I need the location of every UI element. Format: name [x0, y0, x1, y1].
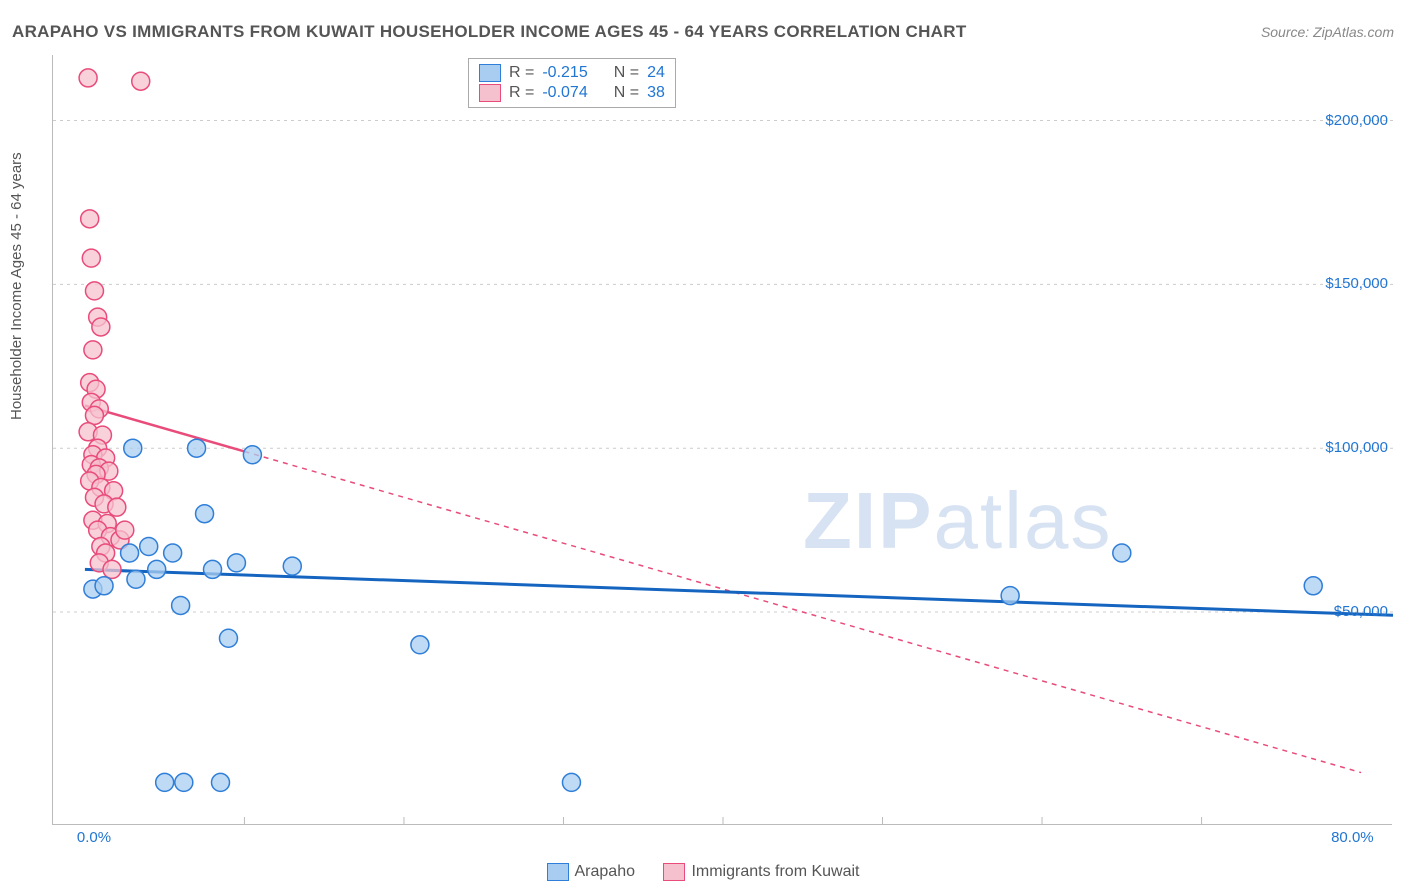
corr-row-kuwait: R = -0.074 N = 38 — [479, 83, 665, 103]
r-label-2: R = — [509, 84, 534, 102]
legend-item-kuwait: Immigrants from Kuwait — [663, 863, 859, 881]
legend-label-arapaho: Arapaho — [575, 863, 636, 881]
x-tick-label: 80.0% — [1331, 829, 1374, 846]
corr-row-arapaho: R = -0.215 N = 24 — [479, 63, 665, 83]
r-label: R = — [509, 64, 534, 82]
r-value-kuwait: -0.074 — [542, 84, 587, 102]
chart-header: ARAPAHO VS IMMIGRANTS FROM KUWAIT HOUSEH… — [12, 22, 1394, 42]
n-value-kuwait: 38 — [647, 84, 665, 102]
chart-title: ARAPAHO VS IMMIGRANTS FROM KUWAIT HOUSEH… — [12, 22, 967, 42]
legend-label-kuwait: Immigrants from Kuwait — [691, 863, 859, 881]
swatch-arapaho — [479, 64, 501, 82]
x-tick-label: 0.0% — [77, 829, 111, 846]
r-value-arapaho: -0.215 — [542, 64, 587, 82]
source-label: Source: — [1261, 24, 1313, 40]
y-tick-label: $50,000 — [1334, 603, 1388, 620]
n-label-2: N = — [614, 84, 639, 102]
n-label: N = — [614, 64, 639, 82]
y-tick-label: $100,000 — [1325, 439, 1388, 456]
chart-plot-area: ZIPatlas $50,000$100,000$150,000$200,000… — [52, 55, 1392, 825]
y-tick-label: $200,000 — [1325, 112, 1388, 129]
y-axis-label: Householder Income Ages 45 - 64 years — [8, 152, 25, 420]
source-name: ZipAtlas.com — [1313, 24, 1394, 40]
legend-swatch-kuwait — [663, 863, 685, 881]
chart-source: Source: ZipAtlas.com — [1261, 24, 1394, 40]
scatter-plot-svg — [53, 55, 1393, 825]
y-tick-label: $150,000 — [1325, 275, 1388, 292]
legend-item-arapaho: Arapaho — [547, 863, 636, 881]
series-legend: Arapaho Immigrants from Kuwait — [0, 863, 1406, 886]
correlation-legend: R = -0.215 N = 24 R = -0.074 N = 38 — [468, 58, 676, 108]
swatch-kuwait — [479, 84, 501, 102]
n-value-arapaho: 24 — [647, 64, 665, 82]
legend-swatch-arapaho — [547, 863, 569, 881]
